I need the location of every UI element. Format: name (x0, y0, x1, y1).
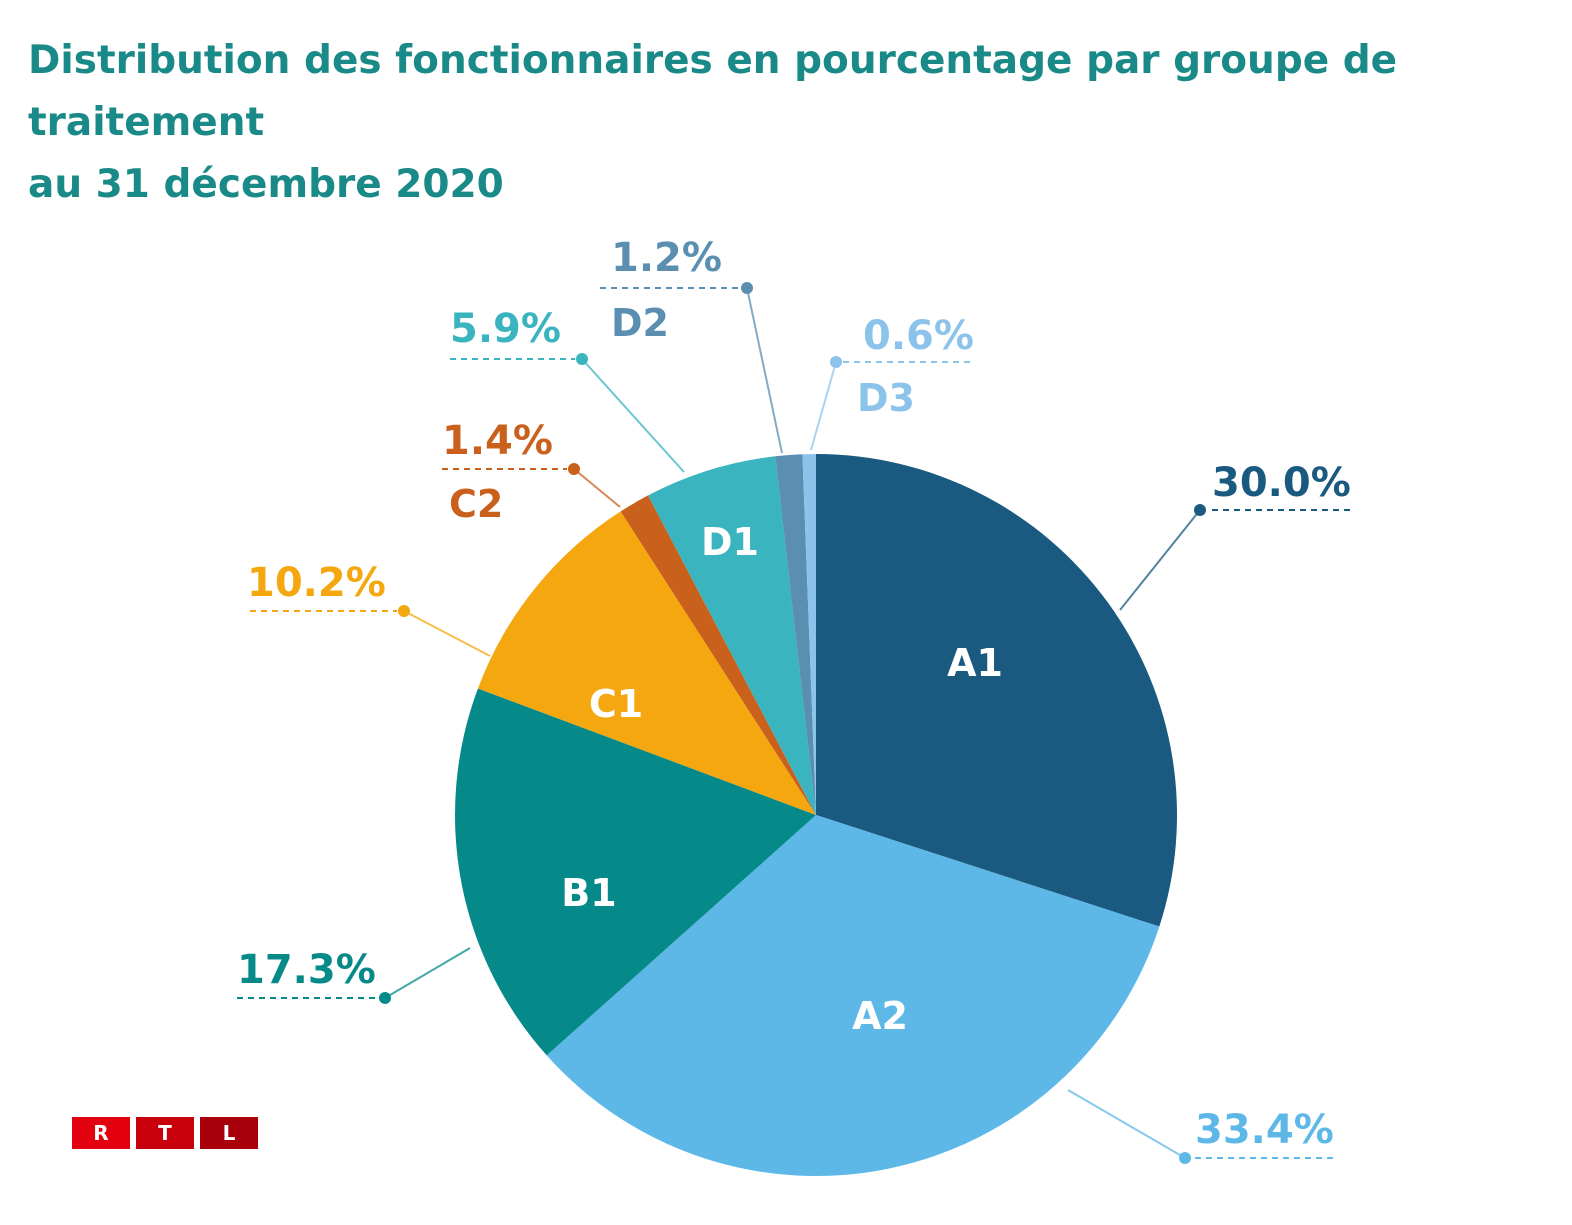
leader-line-a1 (1119, 509, 1201, 611)
pie-slice-a1 (816, 454, 1178, 927)
slice-name-d3: D3 (857, 376, 915, 420)
callout-dot-d3 (830, 356, 842, 368)
leader-line-a2 (1067, 1089, 1186, 1159)
slice-name-a1: A1 (947, 641, 1003, 685)
callout-dot-b1 (379, 992, 391, 1004)
logo-letter-t: T (136, 1117, 194, 1149)
percent-label-b1: 17.3% (237, 947, 376, 993)
callout-dot-d1 (576, 353, 588, 365)
callout-dot-c1 (398, 605, 410, 617)
percent-label-d3: 0.6% (863, 313, 974, 359)
logo-letter-l: L (200, 1117, 258, 1149)
callout-dot-a2 (1179, 1152, 1191, 1164)
leader-line-b1 (384, 947, 471, 999)
slice-name-d1: D1 (701, 520, 759, 564)
percent-label-c1: 10.2% (247, 560, 386, 606)
percent-label-a1: 30.0% (1212, 460, 1351, 506)
leader-line-d1 (581, 358, 685, 473)
slice-name-a2: A2 (852, 994, 908, 1038)
percent-label-d1: 5.9% (450, 306, 561, 352)
pie-slice-d1 (648, 456, 816, 815)
chart-title-line-2: au 31 décembre 2020 (28, 162, 504, 207)
percent-label-a2: 33.4% (1195, 1107, 1334, 1153)
callout-dot-c2 (568, 463, 580, 475)
pie-slice-a2 (546, 815, 1160, 1176)
pie-slice-d3 (802, 454, 816, 815)
slice-name-c1: C1 (589, 682, 643, 726)
callout-dot-a1 (1194, 504, 1206, 516)
slice-name-b1: B1 (561, 871, 616, 915)
rtl-logo: R T L (72, 1117, 258, 1149)
pie-slice-d2 (775, 454, 816, 815)
leader-line-c2 (573, 468, 621, 508)
percent-label-d2: 1.2% (611, 235, 722, 281)
percent-label-c2: 1.4% (442, 418, 553, 464)
leader-line-d2 (746, 287, 783, 454)
callout-dot-d2 (741, 282, 753, 294)
pie-slice-b1 (454, 688, 816, 1056)
logo-letter-r: R (72, 1117, 130, 1149)
leader-line-d3 (810, 361, 837, 451)
slice-name-c2: C2 (449, 482, 503, 526)
leader-line-c1 (403, 610, 491, 657)
pie-slice-c1 (477, 511, 816, 815)
pie-slice-c2 (620, 495, 816, 815)
slice-name-d2: D2 (611, 301, 669, 345)
chart-title-line-1: Distribution des fonctionnaires en pourc… (28, 38, 1398, 145)
chart-title: Distribution des fonctionnaires en pourc… (28, 30, 1558, 216)
